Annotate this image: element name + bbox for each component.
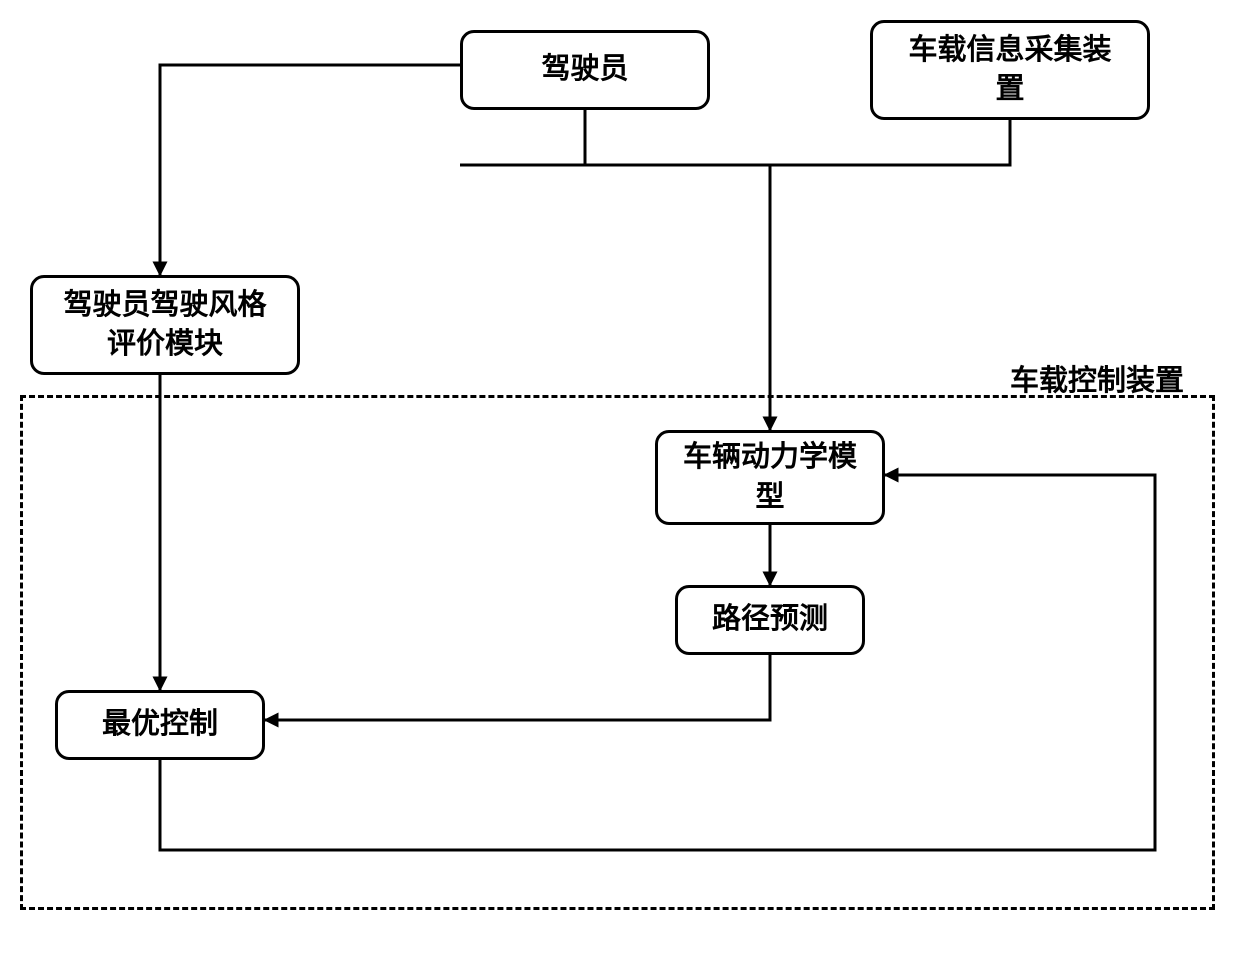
node-optimal-ctrl: 最优控制: [55, 690, 265, 760]
edge-collector-down: [460, 120, 1010, 165]
container-label: 车载控制装置: [1010, 357, 1184, 399]
node-dynamics: 车辆动力学模 型: [655, 430, 885, 525]
node-driver-label: 驾驶员: [541, 50, 628, 89]
node-collector: 车载信息采集装 置: [870, 20, 1150, 120]
node-dynamics-label: 车辆动力学模 型: [683, 438, 857, 516]
container-box: [20, 395, 1215, 910]
node-style-eval-label: 驾驶员驾驶风格 评价模块: [63, 286, 266, 364]
node-collector-label: 车载信息采集装 置: [908, 31, 1111, 109]
node-driver: 驾驶员: [460, 30, 710, 110]
edge-driver-to-style: [160, 65, 460, 275]
node-optimal-ctrl-label: 最优控制: [102, 705, 218, 744]
node-path-predict-label: 路径预测: [712, 600, 828, 639]
node-style-eval: 驾驶员驾驶风格 评价模块: [30, 275, 300, 375]
node-path-predict: 路径预测: [675, 585, 865, 655]
